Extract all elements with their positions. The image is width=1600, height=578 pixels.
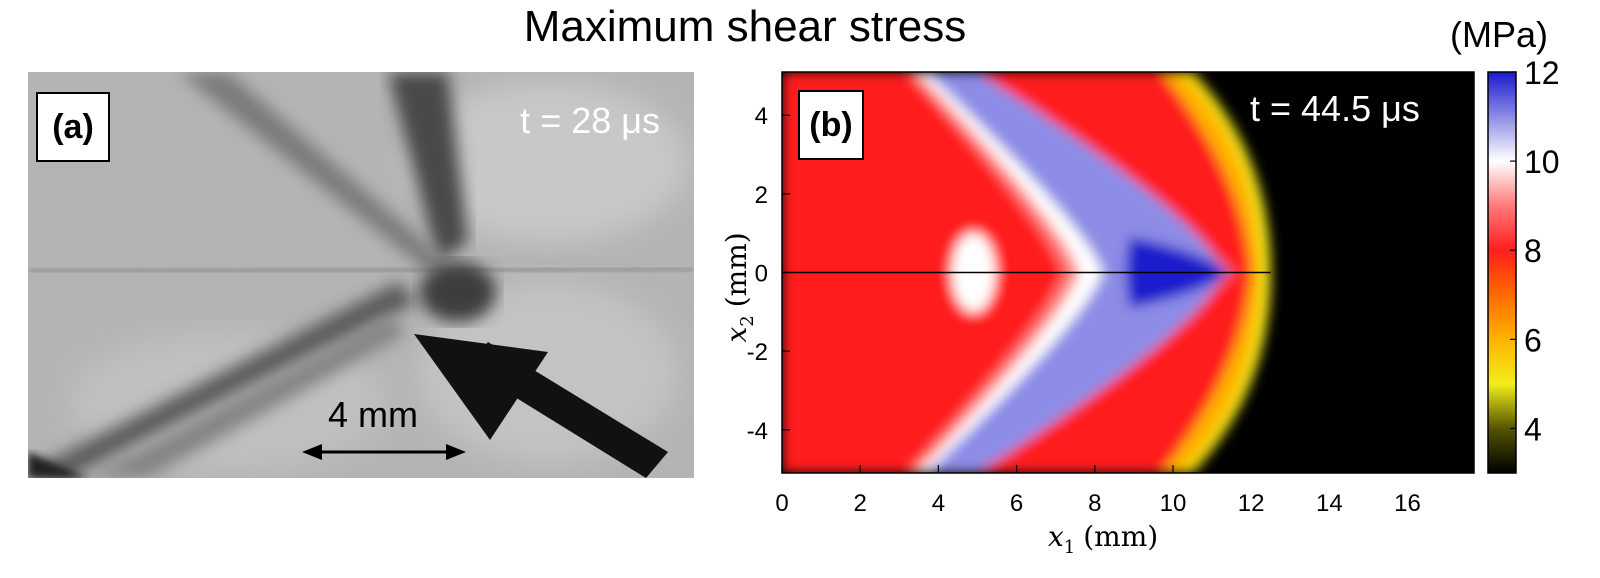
y-tick-label: 2 <box>755 182 768 209</box>
colorbar-tick-label: 12 <box>1524 55 1560 91</box>
y-axis-label: x2(mm) <box>720 232 758 342</box>
x-tick-label: 4 <box>932 490 945 517</box>
colorbar-tick-label: 8 <box>1524 233 1542 269</box>
scale-bar-label: 4 mm <box>328 394 418 435</box>
axes: 0 2 4 6 8 10 12 14 16 4 2 0 -2 -4 x1 (mm) x2(mm) <box>720 103 1421 558</box>
colorbar-tick-label: 10 <box>1524 144 1560 180</box>
x-tick-label: 2 <box>854 490 867 517</box>
colorbar: 4 6 8 10 12 <box>1487 55 1560 474</box>
x-tick-label: 10 <box>1160 490 1187 517</box>
x-tick-label: 8 <box>1088 490 1101 517</box>
y-tick-label: -2 <box>747 339 768 366</box>
x-tick-label: 14 <box>1316 490 1343 517</box>
y-tick-label: 0 <box>755 261 768 288</box>
colorbar-tick-label: 4 <box>1524 411 1542 447</box>
x-tick-label: 6 <box>1010 490 1023 517</box>
heatmap-plot-area <box>782 72 1474 473</box>
y-tick-label: 4 <box>755 103 768 130</box>
photo-image <box>28 72 694 478</box>
panel-a-photo: (a) t = 28 μs 4 mm <box>28 72 694 478</box>
x-axis-label: x1 (mm) <box>1048 520 1158 558</box>
panel-a-time-label: t = 28 μs <box>520 100 660 141</box>
colorbar-tick-label: 6 <box>1524 322 1542 358</box>
x-tick-label: 12 <box>1238 490 1265 517</box>
panel-b-label: (b) <box>798 90 864 160</box>
y-tick-label: -4 <box>747 418 768 445</box>
colorbar-unit-label: (MPa) <box>1450 14 1548 55</box>
x-tick-label: 0 <box>775 490 788 517</box>
x-tick-label: 16 <box>1394 490 1421 517</box>
figure-title: Maximum shear stress <box>523 2 967 51</box>
panel-b-time-label: t = 44.5 μs <box>1250 88 1420 129</box>
colorbar-gradient <box>1487 71 1517 474</box>
arrow-icon <box>414 334 548 440</box>
panel-a-label: (a) <box>36 92 110 162</box>
